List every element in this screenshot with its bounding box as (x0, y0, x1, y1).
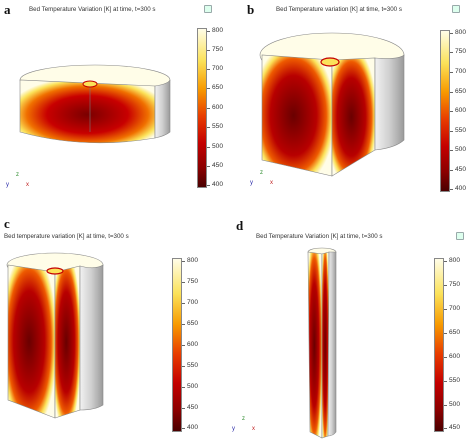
axis-y-label: y (232, 426, 235, 432)
tick-label: 500 (206, 143, 224, 150)
colorbar (434, 258, 444, 432)
axis-z-label: z (16, 172, 19, 178)
panel-b-model (259, 32, 405, 177)
tick-label: 600 (181, 341, 199, 348)
axis-x-label: x (270, 180, 273, 186)
tick-label: 800 (206, 27, 224, 34)
panel-a-model (19, 64, 171, 144)
axes-triad: z y x (232, 416, 258, 438)
tick-label: 700 (449, 68, 467, 75)
colorbar (197, 28, 207, 188)
panel-title: Bed Temperature Variation [K] at time, t… (256, 233, 383, 240)
axis-z-label: z (242, 416, 245, 422)
tick-label: 650 (443, 329, 461, 336)
tick-label: 750 (449, 48, 467, 55)
axis-y-label: y (6, 182, 9, 188)
axis-x-label: x (26, 182, 29, 188)
panel-title: Bed temperature variation [K] at time, t… (4, 233, 129, 240)
toolbar-icon[interactable] (452, 5, 460, 13)
tick-label: 600 (449, 107, 467, 114)
panel-title: Bed Temperature Variation [K] at time, t… (29, 6, 156, 13)
tick-label: 800 (443, 257, 461, 264)
tick-label: 750 (443, 281, 461, 288)
tick-label: 550 (449, 127, 467, 134)
axis-x-label: x (252, 426, 255, 432)
panel-title: Bed Temperature variation [K] at time, t… (276, 6, 402, 13)
tick-label: 400 (181, 424, 199, 431)
axis-z-label: z (260, 170, 263, 176)
tick-label: 650 (449, 88, 467, 95)
tick-label: 500 (443, 401, 461, 408)
tick-label: 800 (449, 29, 467, 36)
tick-label: 750 (206, 46, 224, 53)
toolbar-icon[interactable] (456, 232, 464, 240)
tick-label: 450 (206, 162, 224, 169)
panel-d-model (307, 247, 337, 439)
tick-label: 600 (443, 353, 461, 360)
panel-label: b (247, 2, 255, 17)
toolbar-icon[interactable] (204, 5, 212, 13)
tick-label: 450 (181, 404, 199, 411)
tick-label: 700 (181, 299, 199, 306)
tick-label: 550 (181, 362, 199, 369)
tick-label: 700 (206, 65, 224, 72)
tick-label: 800 (181, 257, 199, 264)
panel-label: c (4, 216, 10, 231)
axis-y-label: y (250, 180, 253, 186)
colorbar (440, 30, 450, 192)
tick-label: 700 (443, 305, 461, 312)
panel-label: a (4, 2, 11, 17)
tick-label: 650 (206, 84, 224, 91)
tick-label: 450 (449, 166, 467, 173)
panel-c-model (6, 252, 104, 419)
tick-label: 550 (206, 123, 224, 130)
colorbar (172, 258, 182, 432)
tick-label: 600 (206, 104, 224, 111)
panel-label: d (236, 218, 244, 233)
tick-label: 500 (181, 383, 199, 390)
tick-label: 450 (443, 424, 461, 431)
tick-label: 400 (449, 185, 467, 192)
tick-label: 500 (449, 146, 467, 153)
tick-label: 750 (181, 278, 199, 285)
axes-triad: z y x (6, 172, 32, 194)
axes-triad: z y x (250, 170, 276, 192)
tick-label: 400 (206, 181, 224, 188)
tick-label: 650 (181, 320, 199, 327)
tick-label: 550 (443, 377, 461, 384)
